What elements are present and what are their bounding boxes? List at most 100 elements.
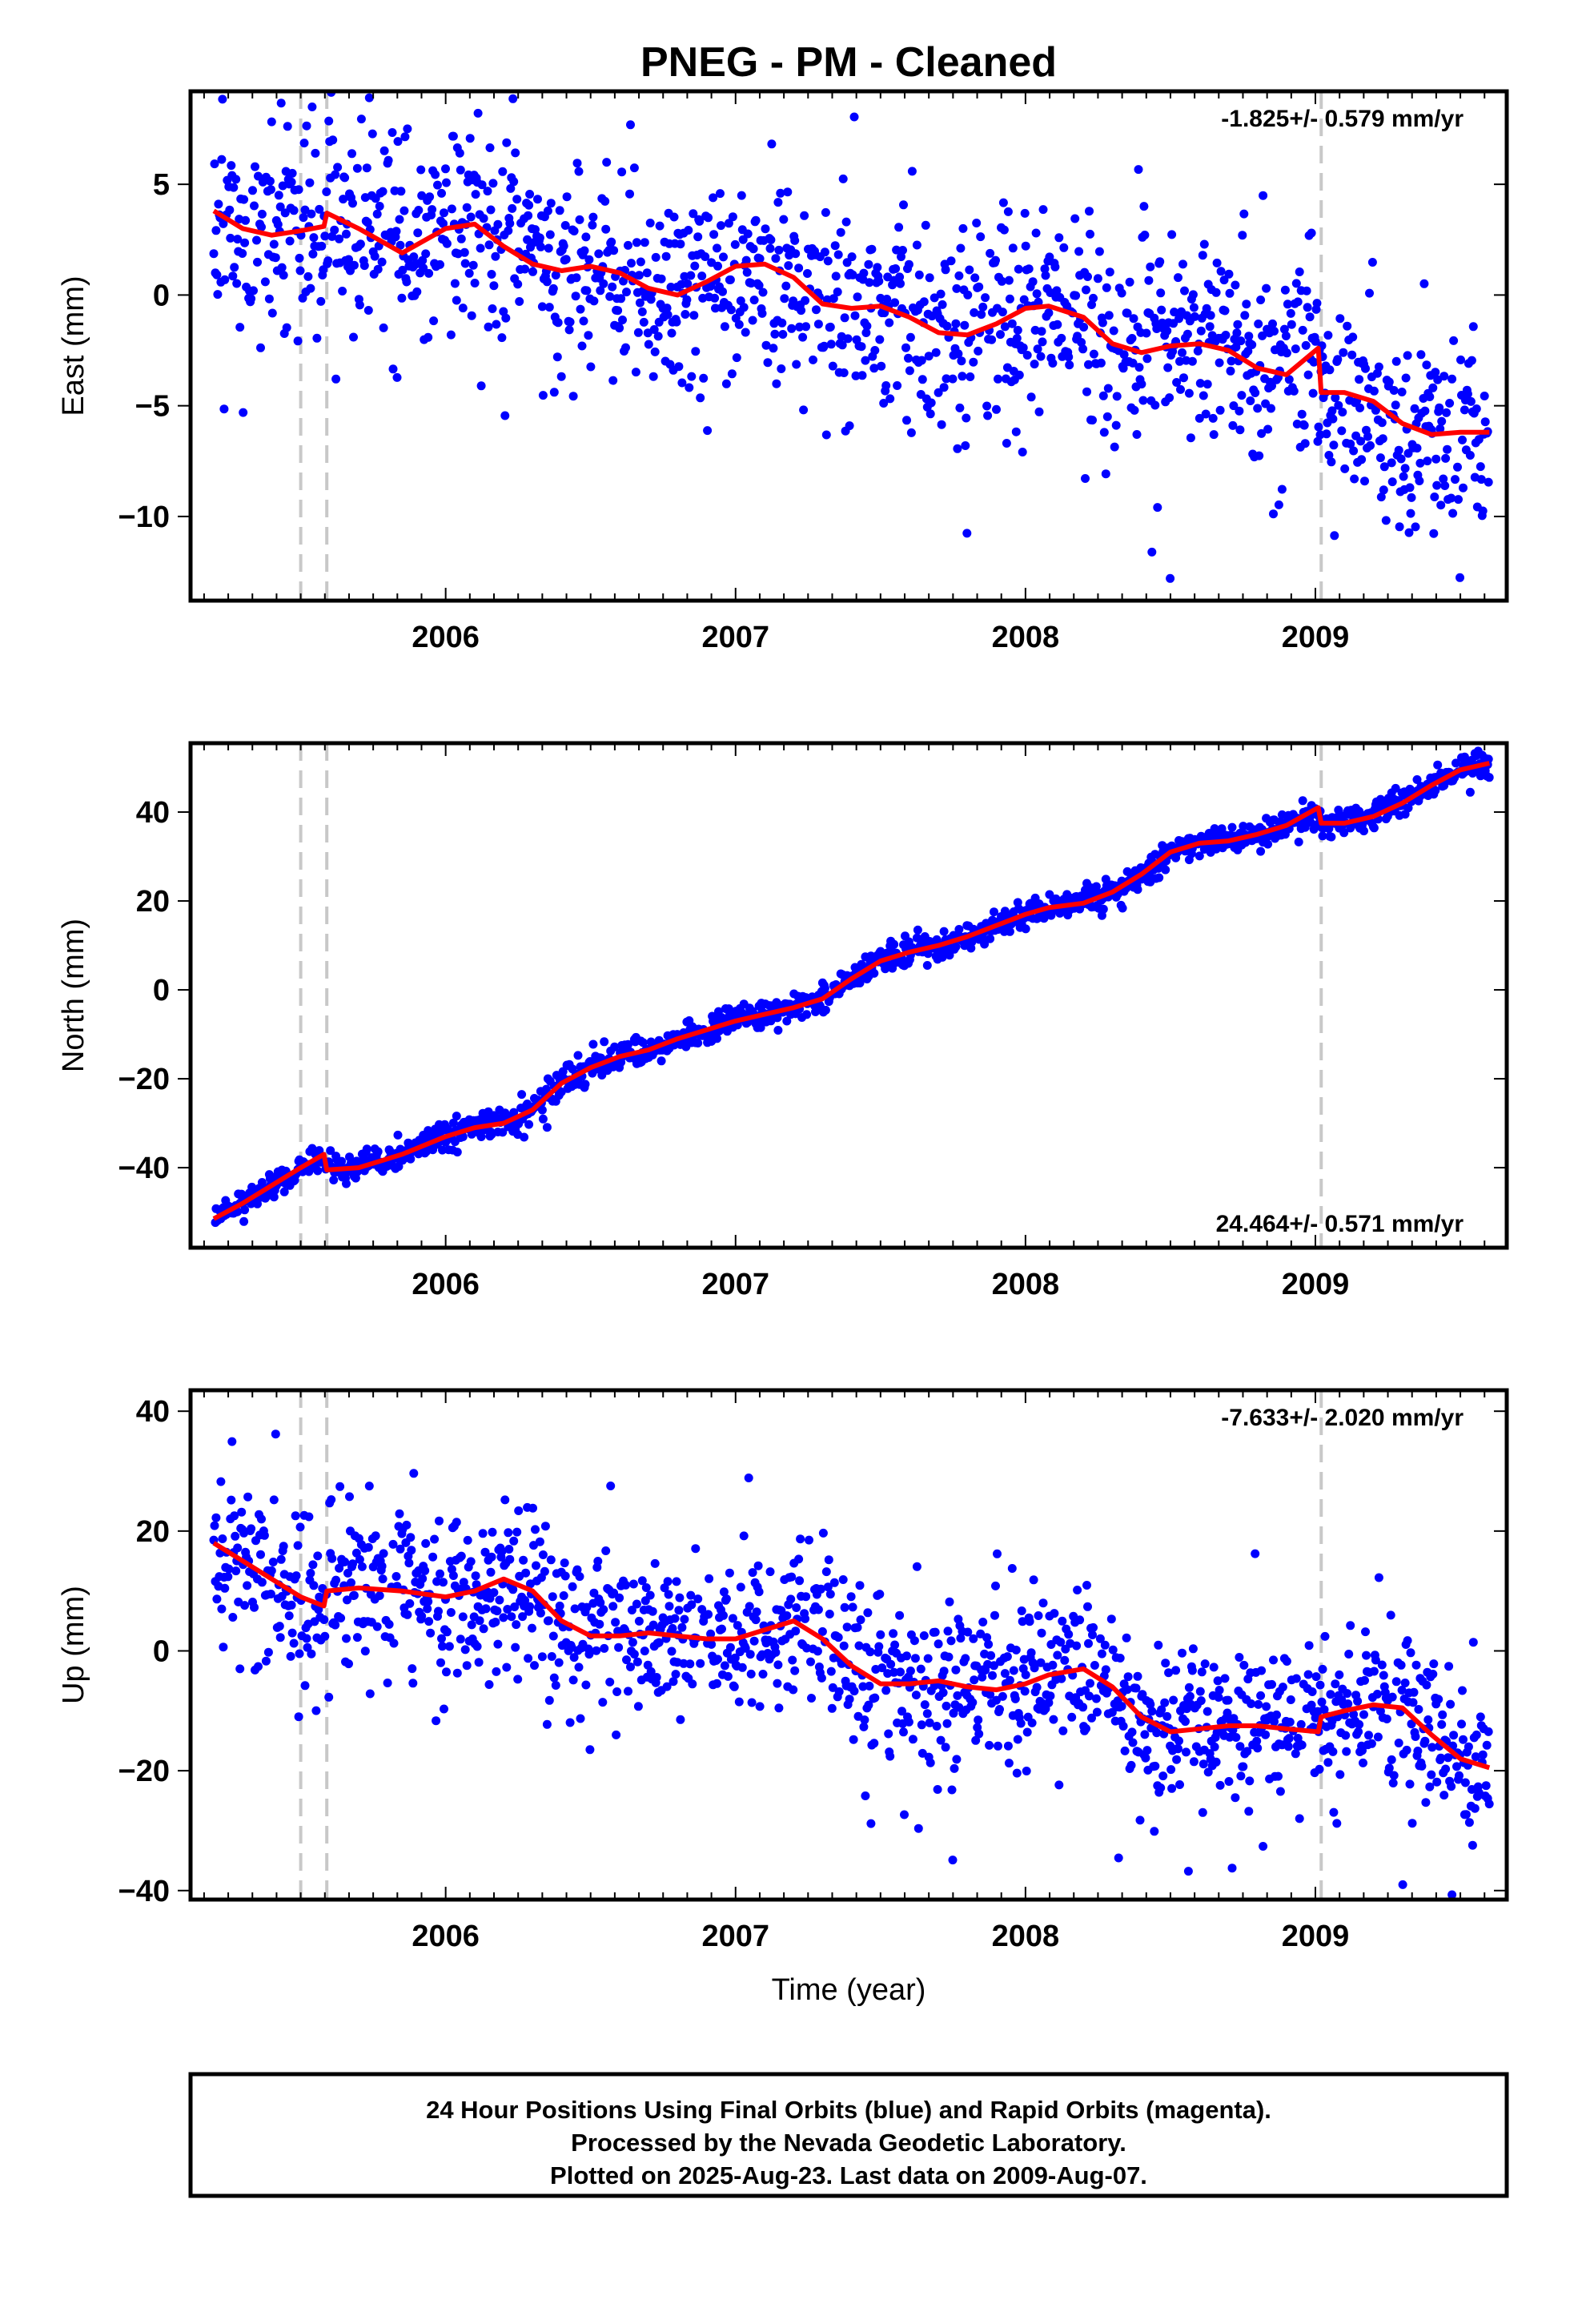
data-point — [1441, 453, 1451, 463]
data-point — [542, 1123, 552, 1132]
data-point — [230, 1511, 239, 1521]
data-point — [1247, 1699, 1256, 1708]
data-point — [801, 1592, 811, 1602]
data-point — [1303, 1670, 1313, 1679]
data-point — [842, 258, 852, 267]
data-point — [965, 265, 974, 275]
data-point — [1078, 1703, 1088, 1712]
data-point — [732, 353, 741, 363]
data-point — [668, 1623, 677, 1633]
data-point — [546, 199, 556, 208]
data-point — [970, 273, 980, 283]
data-point — [671, 1670, 681, 1679]
data-point — [1262, 1702, 1271, 1711]
data-point — [436, 1658, 445, 1667]
data-point — [1458, 1686, 1467, 1695]
data-point — [471, 1571, 480, 1581]
data-point — [308, 249, 318, 259]
data-point — [1199, 239, 1209, 249]
data-point — [355, 239, 365, 249]
data-point — [724, 219, 733, 228]
data-point — [1303, 370, 1313, 380]
data-point — [551, 1681, 560, 1690]
data-point — [1331, 393, 1340, 403]
data-point — [367, 129, 377, 139]
data-point — [1263, 839, 1273, 849]
data-point — [1272, 1710, 1281, 1719]
data-point — [504, 1545, 514, 1554]
data-point — [1296, 1719, 1306, 1729]
data-point — [471, 190, 480, 199]
data-point — [1247, 340, 1257, 349]
data-point — [383, 1679, 392, 1687]
data-point — [1117, 1702, 1126, 1711]
data-point — [286, 1651, 295, 1661]
data-point — [1139, 202, 1149, 211]
data-point — [444, 1642, 454, 1651]
data-point — [1163, 363, 1173, 372]
data-point — [1026, 392, 1036, 402]
data-point — [219, 219, 228, 228]
data-point — [352, 1633, 362, 1642]
data-point — [209, 249, 219, 259]
data-point — [1376, 493, 1386, 502]
data-point — [969, 1634, 978, 1643]
data-point — [483, 187, 492, 196]
data-point — [1209, 430, 1219, 440]
data-point — [896, 279, 905, 288]
data-point — [265, 176, 275, 186]
data-point — [291, 1571, 301, 1581]
data-point — [1046, 1691, 1055, 1701]
data-point — [276, 1554, 286, 1564]
data-point — [523, 235, 532, 244]
data-point — [906, 428, 916, 437]
data-point — [250, 1602, 259, 1612]
data-point — [1160, 1698, 1170, 1707]
data-point — [993, 1549, 1002, 1558]
data-point — [1210, 1742, 1219, 1751]
north-x-tick-label: 2008 — [992, 1268, 1060, 1301]
data-point — [1431, 786, 1440, 795]
data-point — [1013, 325, 1022, 335]
data-point — [1466, 396, 1476, 406]
data-point — [433, 180, 442, 190]
data-point — [849, 112, 859, 122]
data-point — [1268, 319, 1277, 328]
data-point — [328, 135, 338, 145]
data-point — [1104, 311, 1114, 320]
data-point — [348, 199, 357, 208]
data-point — [939, 1667, 949, 1676]
data-point — [1138, 396, 1148, 405]
data-point — [1284, 1734, 1294, 1743]
data-point — [635, 298, 644, 308]
data-point — [553, 318, 563, 328]
data-point — [1313, 436, 1323, 446]
data-point — [313, 1551, 323, 1561]
data-point — [791, 1626, 801, 1636]
data-point — [864, 259, 873, 269]
data-point — [686, 271, 696, 280]
data-point — [1391, 783, 1400, 793]
data-point — [1091, 882, 1101, 891]
data-point — [1363, 432, 1372, 441]
data-point — [355, 300, 364, 310]
data-point — [897, 1707, 906, 1716]
east-frame — [188, 89, 1509, 603]
data-point — [902, 416, 911, 425]
data-point — [1274, 1771, 1283, 1781]
data-point — [541, 1084, 551, 1094]
data-point — [1314, 422, 1323, 432]
data-point — [982, 1633, 992, 1642]
data-point — [1144, 275, 1154, 285]
data-point — [1227, 822, 1237, 832]
data-point — [438, 1642, 447, 1651]
data-point — [1476, 475, 1486, 485]
data-point — [665, 1602, 674, 1611]
data-point — [1270, 1717, 1279, 1727]
data-point — [574, 1663, 584, 1672]
data-point — [1302, 286, 1311, 296]
data-point — [558, 1067, 568, 1076]
data-point — [890, 298, 900, 308]
data-point — [1093, 274, 1102, 283]
data-point — [294, 185, 303, 195]
